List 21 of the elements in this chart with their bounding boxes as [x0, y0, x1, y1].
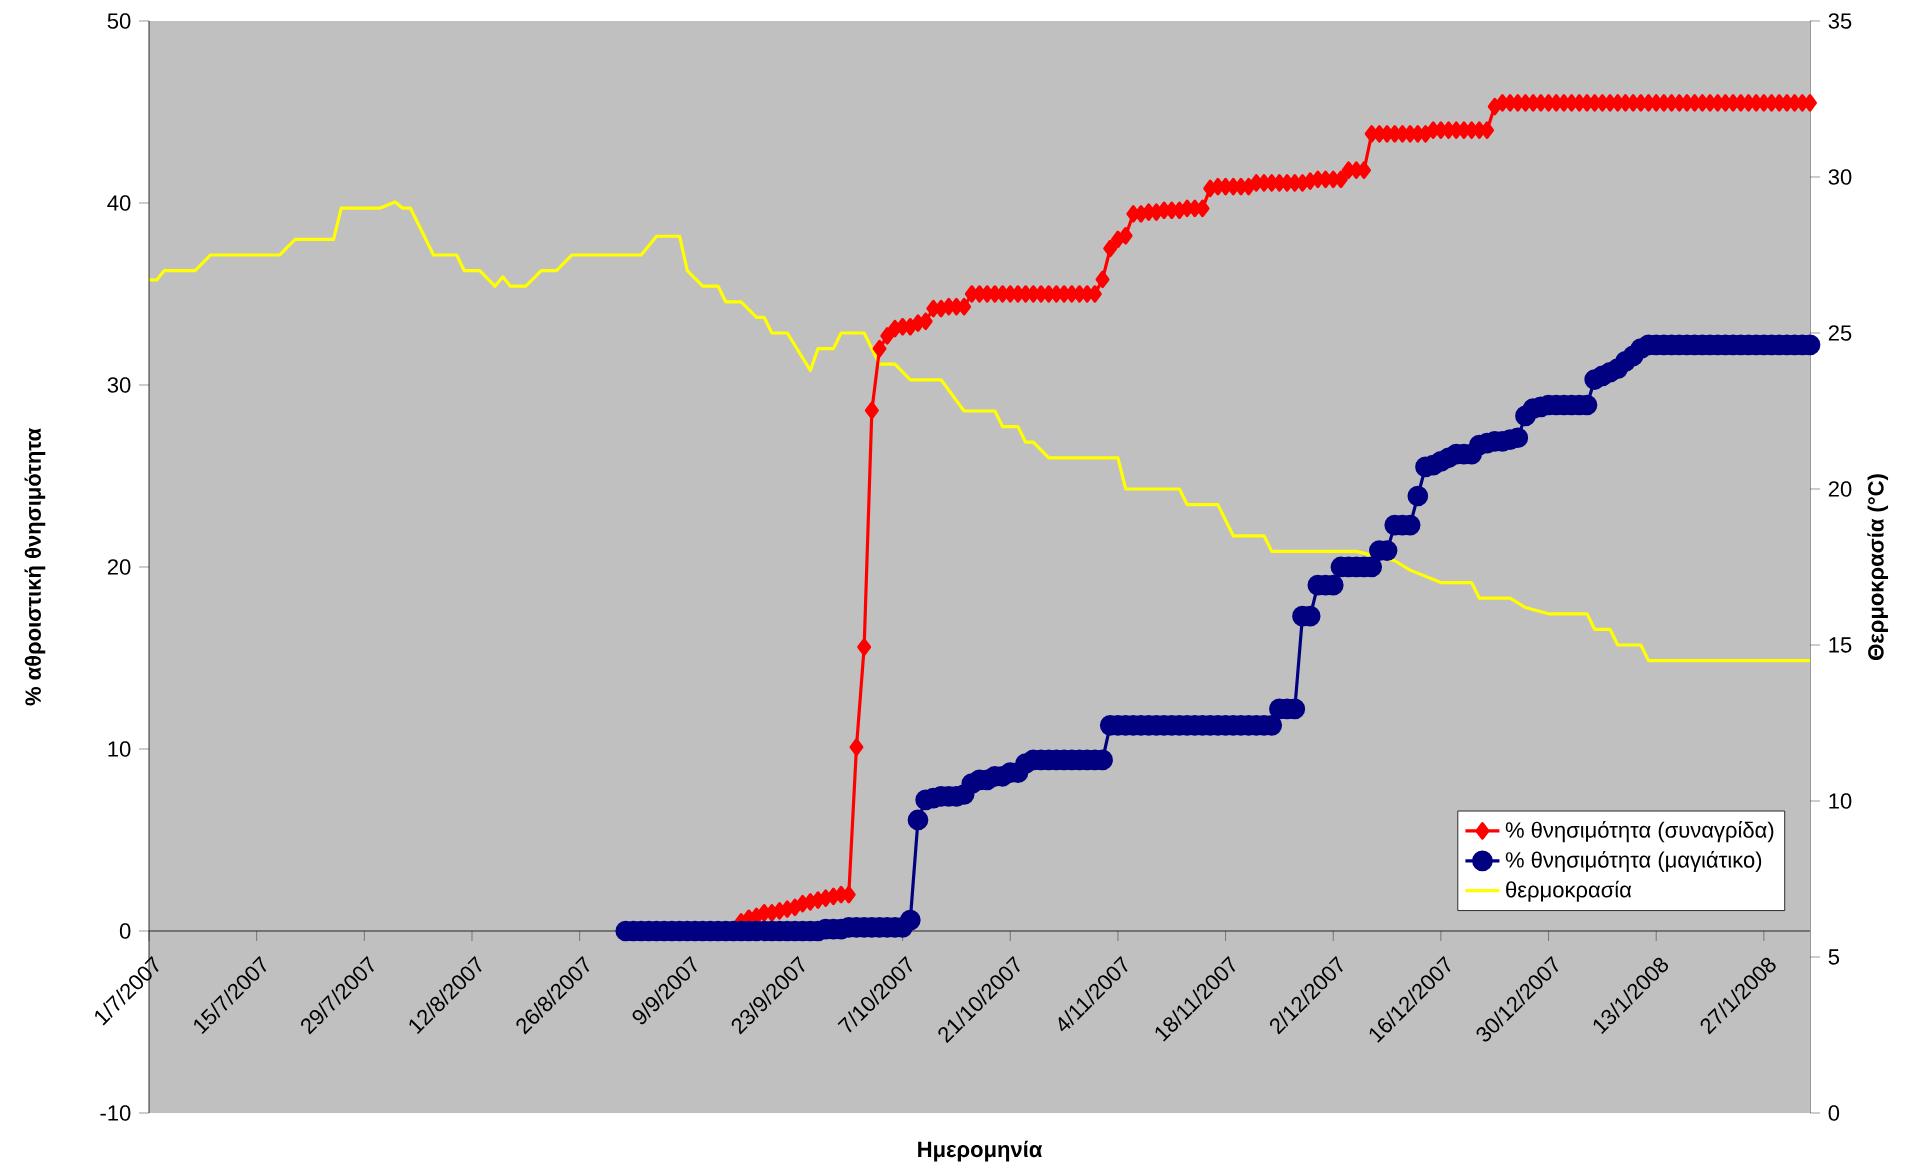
y-axis-title: % αθροιστική θνησιμότητα: [24, 428, 46, 706]
legend-label: % θνησιμότητα (συναγρίδα): [1505, 821, 1774, 843]
y2-tick-label: 35: [1828, 13, 1852, 29]
y2-tick-label: 10: [1829, 793, 1852, 809]
y-tick-label: -10: [100, 1105, 131, 1121]
x-axis-title: Ημερομηνία: [918, 1140, 1043, 1162]
y-tick-label: 40: [107, 195, 131, 211]
legend-label: % θνησιμότητα (μαγιάτικο): [1505, 850, 1762, 873]
y2-tick-label: 20: [1828, 481, 1852, 497]
y2-tick-label: 30: [1828, 169, 1852, 185]
y2-tick-label: 25: [1828, 325, 1852, 341]
y2-tick-label: 5: [1828, 949, 1840, 965]
y-tick-label: 50: [107, 13, 131, 29]
y-tick-label: 10: [108, 741, 131, 757]
y-tick-label: 0: [119, 923, 131, 939]
legend-label: θερμοκρασία: [1506, 880, 1632, 902]
y2-axis-title: Θερμοκρασία (°C): [1867, 474, 1889, 660]
y-tick-label: 30: [107, 377, 131, 393]
y2-tick-label: 0: [1828, 1105, 1840, 1121]
y2-tick-label: 15: [1829, 637, 1852, 653]
y-tick-label: 20: [107, 559, 131, 575]
